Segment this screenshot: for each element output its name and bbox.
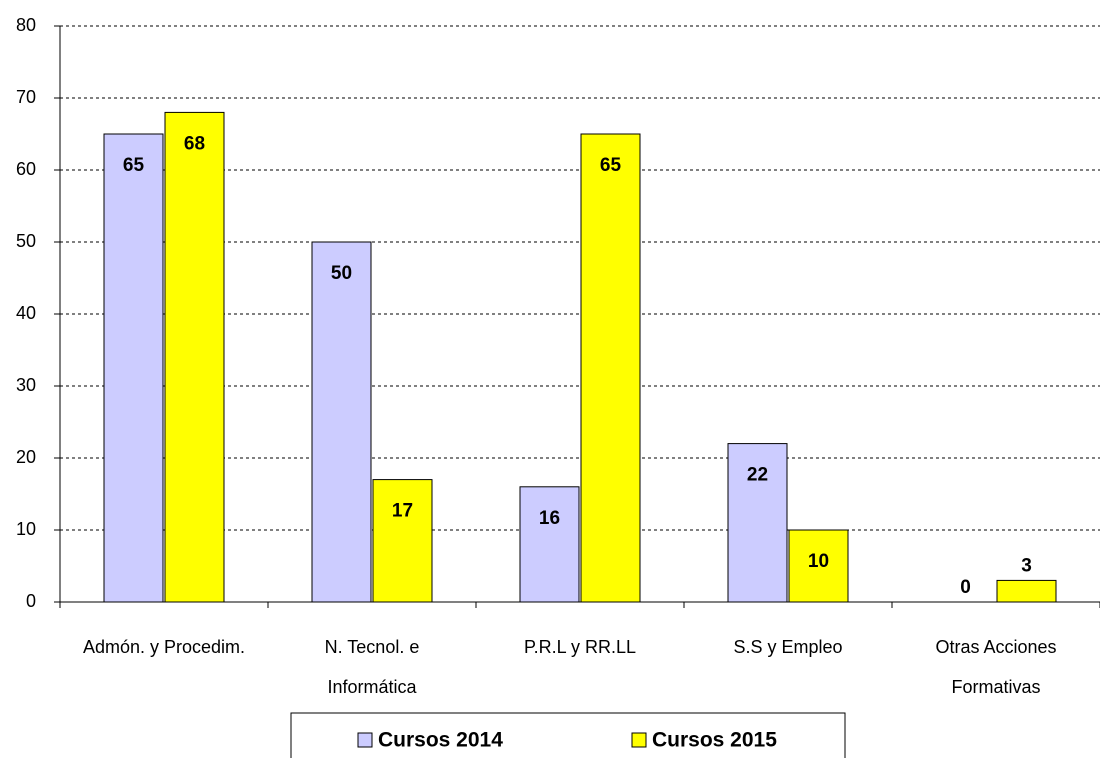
y-tick-label: 0 <box>26 591 36 611</box>
bar <box>103 133 164 603</box>
value-label: 65 <box>123 155 145 176</box>
legend-box <box>290 712 846 758</box>
y-tick-label: 60 <box>16 159 36 179</box>
y-tick-label: 50 <box>16 231 36 251</box>
x-tick-label: Formativas <box>951 677 1040 697</box>
y-tick-label: 20 <box>16 447 36 467</box>
x-tick-label: P.R.L y RR.LL <box>524 637 636 657</box>
value-label: 10 <box>808 551 829 572</box>
x-tick-label: S.S y Empleo <box>733 637 842 657</box>
x-tick-label: N. Tecnol. e <box>325 637 420 657</box>
value-label: 68 <box>184 133 205 154</box>
legend-swatch <box>631 732 647 748</box>
bar <box>727 443 788 603</box>
y-tick-label: 40 <box>16 303 36 323</box>
bar <box>372 479 433 603</box>
value-label: 3 <box>1021 555 1032 576</box>
value-label: 17 <box>392 501 413 522</box>
bar <box>311 241 372 603</box>
y-tick-label: 30 <box>16 375 36 395</box>
y-tick-label: 70 <box>16 87 36 107</box>
x-tick-label: Admón. y Procedim. <box>83 637 245 657</box>
bar <box>580 133 641 603</box>
bar <box>519 486 580 603</box>
legend-label: Cursos 2014 <box>378 729 503 752</box>
value-label: 65 <box>600 155 622 176</box>
value-label: 50 <box>331 263 352 284</box>
value-label: 16 <box>539 508 560 529</box>
legend-label: Cursos 2015 <box>652 729 777 752</box>
bar <box>164 111 225 603</box>
legend-swatch <box>357 732 373 748</box>
x-tick-label: Otras Acciones <box>935 637 1056 657</box>
y-tick-label: 10 <box>16 519 36 539</box>
y-tick-label: 80 <box>16 15 36 35</box>
bar <box>788 529 849 603</box>
value-label: 0 <box>960 577 971 598</box>
x-tick-label: Informática <box>327 677 417 697</box>
bar <box>996 579 1057 603</box>
value-label: 22 <box>747 465 768 486</box>
